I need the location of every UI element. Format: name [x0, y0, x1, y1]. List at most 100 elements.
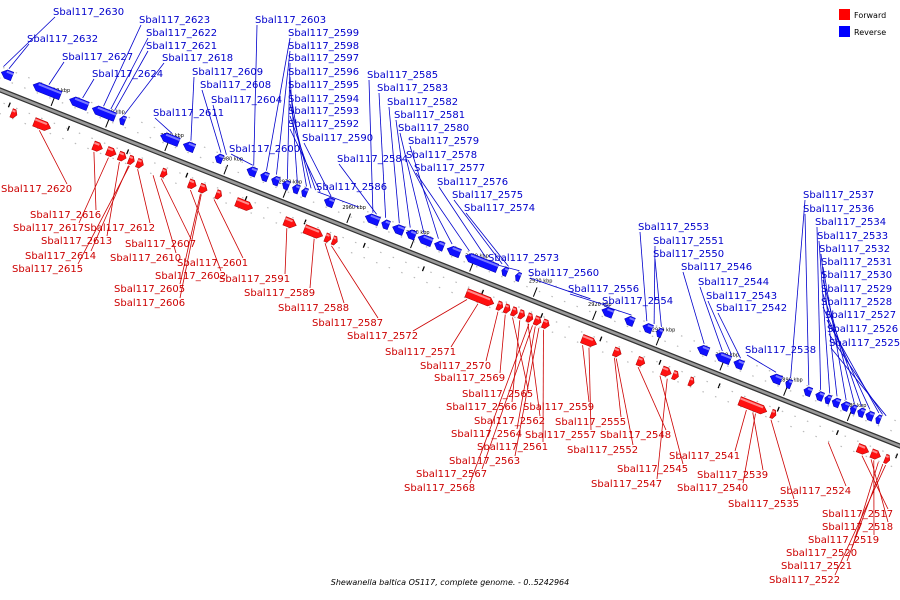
forward-gene[interactable] — [214, 189, 224, 201]
forward-gene[interactable] — [869, 448, 882, 461]
forward-gene[interactable] — [525, 312, 535, 324]
reverse-gene-label[interactable]: Sbal117_2582 — [387, 97, 458, 108]
reverse-gene-label[interactable]: Sbal117_2576 — [437, 177, 508, 188]
reverse-gene-label[interactable]: Sbal117_2579 — [408, 136, 479, 147]
reverse-gene[interactable] — [769, 372, 784, 386]
forward-gene-label[interactable]: Sbal117_2541 — [669, 451, 740, 462]
reverse-gene-label[interactable]: Sbal117_2556 — [568, 284, 639, 295]
forward-gene[interactable] — [159, 167, 169, 179]
reverse-gene[interactable] — [259, 171, 270, 183]
forward-gene-label[interactable]: Sbal117_2602 — [155, 271, 226, 282]
forward-gene[interactable] — [769, 408, 778, 419]
forward-gene-label[interactable]: Sbal117_2601 — [177, 258, 248, 269]
reverse-gene-label[interactable]: Sbal117_2598 — [288, 41, 359, 52]
reverse-gene[interactable] — [784, 378, 794, 390]
reverse-gene-label[interactable]: Sbal117_2584 — [337, 154, 408, 165]
reverse-gene[interactable] — [655, 327, 664, 339]
forward-gene-label[interactable]: Sbal117_2607 — [125, 239, 196, 250]
reverse-gene[interactable] — [856, 407, 866, 418]
reverse-gene[interactable] — [364, 212, 381, 227]
reverse-gene[interactable] — [91, 104, 117, 122]
reverse-gene-label[interactable]: Sbal117_2603 — [255, 15, 326, 26]
forward-gene[interactable] — [540, 318, 551, 330]
forward-gene-label[interactable]: Sbal117_2589 — [244, 288, 315, 299]
forward-gene-label[interactable]: Sbal117_2559 — [523, 402, 594, 413]
reverse-gene[interactable] — [323, 196, 336, 209]
forward-gene-label[interactable]: Sbal117_2568 — [404, 483, 475, 494]
reverse-gene[interactable] — [464, 252, 500, 273]
reverse-gene-label[interactable]: Sbal117_2573 — [488, 253, 559, 264]
forward-gene-label[interactable]: Sbal117_2547 — [591, 479, 662, 490]
forward-gene-label[interactable]: Sbal117_2606 — [114, 298, 185, 309]
reverse-gene-label[interactable]: Sbal117_2527 — [825, 310, 896, 321]
reverse-gene-label[interactable]: Sbal117_2531 — [821, 257, 892, 268]
reverse-gene[interactable] — [696, 343, 711, 357]
forward-gene[interactable] — [517, 309, 527, 321]
reverse-gene[interactable] — [514, 271, 523, 282]
forward-gene[interactable] — [116, 150, 128, 162]
reverse-gene[interactable] — [623, 315, 636, 327]
forward-gene-label[interactable]: Sbal117_2610 — [110, 253, 181, 264]
forward-gene-label[interactable]: Sbal117_2617 — [13, 223, 84, 234]
reverse-gene-label[interactable]: Sbal117_2597 — [288, 53, 359, 64]
forward-gene[interactable] — [197, 182, 209, 194]
forward-gene-label[interactable]: Sbal117_2552 — [567, 445, 638, 456]
reverse-gene[interactable] — [433, 239, 446, 252]
reverse-gene-label[interactable]: Sbal117_2528 — [821, 297, 892, 308]
forward-gene-label[interactable]: Sbal117_2620 — [1, 184, 72, 195]
forward-gene[interactable] — [580, 334, 598, 348]
forward-gene-label[interactable]: Sbal117_2520 — [786, 548, 857, 559]
reverse-gene[interactable] — [118, 115, 127, 126]
reverse-gene-label[interactable]: Sbal117_2611 — [153, 108, 224, 119]
reverse-gene[interactable] — [213, 153, 225, 165]
forward-gene-label[interactable]: Sbal117_2535 — [728, 499, 799, 510]
forward-gene[interactable] — [464, 288, 496, 308]
forward-gene-label[interactable]: Sbal117_2519 — [808, 535, 879, 546]
reverse-gene[interactable] — [0, 68, 15, 82]
reverse-gene-label[interactable]: Sbal117_2580 — [398, 123, 469, 134]
reverse-gene-label[interactable]: Sbal117_2585 — [367, 70, 438, 81]
forward-gene[interactable] — [282, 216, 298, 230]
reverse-gene[interactable] — [600, 306, 615, 319]
reverse-gene-label[interactable]: Sbal117_2560 — [528, 268, 599, 279]
reverse-gene-label[interactable]: Sbal117_2593 — [288, 106, 359, 117]
reverse-gene-label[interactable]: Sbal117_2578 — [406, 150, 477, 161]
reverse-gene-label[interactable]: Sbal117_2532 — [819, 244, 890, 255]
reverse-gene[interactable] — [380, 218, 391, 231]
reverse-gene-label[interactable]: Sbal117_2553 — [638, 222, 709, 233]
forward-gene[interactable] — [611, 346, 623, 358]
reverse-gene-label[interactable]: Sbal117_2530 — [821, 270, 892, 281]
reverse-gene-label[interactable]: Sbal117_2590 — [302, 133, 373, 144]
forward-gene-label[interactable]: Sbal117_2522 — [769, 575, 840, 586]
reverse-gene[interactable] — [814, 390, 825, 402]
reverse-gene-label[interactable]: Sbal117_2599 — [288, 28, 359, 39]
reverse-gene[interactable] — [300, 187, 309, 198]
forward-gene-label[interactable]: Sbal117_2563 — [449, 456, 520, 467]
forward-gene-label[interactable]: Sbal117_2615 — [12, 264, 83, 275]
forward-gene-label[interactable]: Sbal117_2569 — [434, 373, 505, 384]
forward-gene-label[interactable]: Sbal117_2539 — [697, 470, 768, 481]
forward-gene-label[interactable]: Sbal117_2518 — [822, 522, 893, 533]
reverse-gene-label[interactable]: Sbal117_2574 — [464, 203, 535, 214]
forward-gene[interactable] — [186, 178, 198, 190]
reverse-gene-label[interactable]: Sbal117_2550 — [653, 249, 724, 260]
reverse-gene-label[interactable]: Sbal117_2630 — [53, 7, 124, 18]
reverse-gene-label[interactable]: Sbal117_2583 — [377, 83, 448, 94]
reverse-gene-label[interactable]: Sbal117_2609 — [192, 67, 263, 78]
reverse-gene-label[interactable]: Sbal117_2534 — [815, 217, 886, 228]
forward-gene[interactable] — [323, 232, 333, 244]
reverse-gene-label[interactable]: Sbal117_2595 — [288, 80, 359, 91]
reverse-gene-label[interactable]: Sbal117_2621 — [146, 41, 217, 52]
reverse-gene[interactable] — [182, 140, 197, 154]
reverse-gene-label[interactable]: Sbal117_2575 — [452, 190, 523, 201]
reverse-gene-label[interactable]: Sbal117_2543 — [706, 291, 777, 302]
reverse-gene-label[interactable]: Sbal117_2624 — [92, 69, 163, 80]
forward-gene[interactable] — [302, 224, 325, 241]
reverse-gene[interactable] — [391, 223, 406, 236]
reverse-gene[interactable] — [159, 131, 181, 147]
reverse-gene-label[interactable]: Sbal117_2551 — [653, 236, 724, 247]
forward-gene-label[interactable]: Sbal117_2616 — [30, 210, 101, 221]
reverse-gene[interactable] — [245, 165, 259, 178]
reverse-gene-label[interactable]: Sbal117_2529 — [821, 284, 892, 295]
reverse-gene-label[interactable]: Sbal117_2618 — [162, 53, 233, 64]
